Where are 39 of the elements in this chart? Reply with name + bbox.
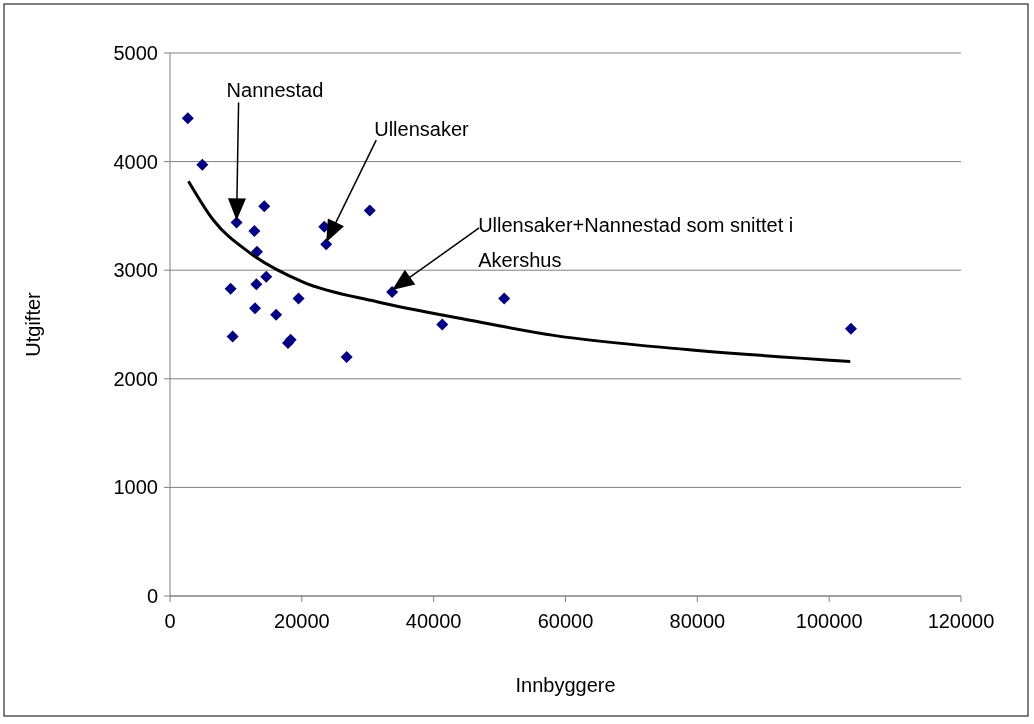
point <box>249 302 262 315</box>
point <box>258 200 271 213</box>
annotation: Ullensaker <box>374 118 470 141</box>
point <box>260 270 273 283</box>
point <box>363 204 376 217</box>
point <box>498 292 511 305</box>
point <box>226 330 239 343</box>
point <box>436 318 449 331</box>
x-axis-title: Innbyggere <box>515 674 616 696</box>
y-tick-label: 3000 <box>113 259 158 282</box>
point <box>248 225 261 238</box>
x-tick-label: 40000 <box>405 610 462 632</box>
annotation: Nannestad <box>226 79 324 102</box>
y-tick-label: 4000 <box>113 150 158 173</box>
y-tick-label: 5000 <box>113 42 158 64</box>
point <box>270 308 283 321</box>
point <box>230 216 243 229</box>
annotation: Nannestad <box>226 79 324 222</box>
point <box>224 282 237 295</box>
x-tick-label: 60000 <box>537 610 594 632</box>
line-series <box>186 179 852 363</box>
point <box>844 322 857 335</box>
y-tick-label: 1000 <box>113 476 158 499</box>
point <box>320 238 333 251</box>
x-tick-label: 100000 <box>795 610 863 632</box>
point <box>250 278 263 291</box>
x-tick-label: 0 <box>164 610 176 632</box>
y-tick-label: 0 <box>146 585 158 607</box>
point <box>292 292 305 305</box>
annotation: Ullensaker+Nannestad som snittet i Akershus <box>478 213 794 271</box>
point <box>340 351 353 364</box>
point <box>386 285 399 298</box>
x-tick-label: 120000 <box>927 610 995 632</box>
x-tick-label: 80000 <box>669 610 726 632</box>
y-axis-title: Utgifter <box>22 291 44 357</box>
y-tick-label: 2000 <box>113 367 158 390</box>
point <box>196 158 209 171</box>
x-tick-label: 20000 <box>274 610 330 632</box>
point <box>181 112 194 125</box>
